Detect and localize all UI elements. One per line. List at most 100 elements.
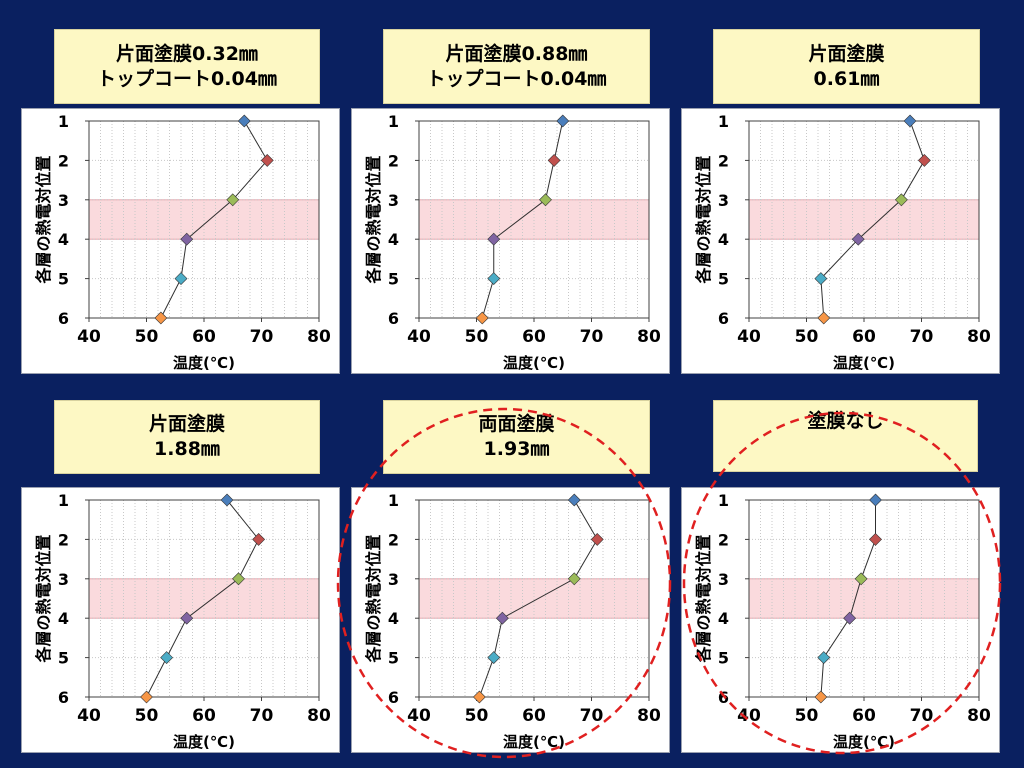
chart-label-line: 両面塗膜 xyxy=(478,413,555,435)
chart-1: 40 50 60 70 80 1 2 3 4 5 6 温度(℃) 各層の熱電対位置 xyxy=(34,112,331,372)
data-point-marker xyxy=(252,532,266,546)
y-tick-label: 1 xyxy=(58,491,69,510)
y-axis-title: 各層の熱電対位置 xyxy=(694,155,713,284)
y-tick-label: 3 xyxy=(58,570,69,589)
data-point-marker xyxy=(237,114,251,128)
y-tick-label: 1 xyxy=(388,112,399,131)
y-tick-label: 5 xyxy=(58,649,69,668)
chart-label-4: 片面塗膜 1.88㎜ xyxy=(54,400,320,474)
chart-4: 40 50 60 70 80 1 2 3 4 5 6 温度(℃) 各層の熱電対位置 xyxy=(34,491,331,751)
x-tick-label: 80 xyxy=(967,327,991,347)
y-tick-label: 2 xyxy=(718,530,729,549)
y-tick-label: 4 xyxy=(388,230,399,249)
data-point-marker xyxy=(140,690,153,704)
x-axis-title: 温度(℃) xyxy=(173,733,235,751)
series-line xyxy=(160,120,268,319)
data-point-marker xyxy=(894,193,908,207)
chart-label-line: 0.61㎜ xyxy=(813,67,880,90)
y-tick-label: 2 xyxy=(58,151,69,170)
chart-label-line: 1.88㎜ xyxy=(154,438,220,460)
data-point-marker xyxy=(903,114,917,128)
y-tick-label: 6 xyxy=(388,688,399,707)
data-point-marker xyxy=(539,193,552,207)
x-tick-label: 70 xyxy=(250,327,274,347)
x-axis-title: 温度(℃) xyxy=(833,354,895,372)
y-tick-label: 5 xyxy=(718,270,729,289)
x-tick-label: 70 xyxy=(580,706,604,726)
chart-2: 40 50 60 70 80 1 2 3 4 5 6 温度(℃) 各層の熱電対位置 xyxy=(364,112,661,372)
chart-label-line: 片面塗膜 xyxy=(808,42,885,65)
chart-panel-4: 40 50 60 70 80 1 2 3 4 5 6 温度(℃) 各層の熱電対位置 xyxy=(21,487,340,753)
data-point-marker xyxy=(814,690,828,704)
series-line xyxy=(820,120,925,319)
x-tick-label: 70 xyxy=(250,706,274,726)
x-tick-label: 80 xyxy=(637,706,661,726)
y-tick-label: 4 xyxy=(58,609,69,628)
chart-label-line: 塗膜なし xyxy=(807,410,884,432)
y-axis-title: 各層の熱電対位置 xyxy=(694,534,713,663)
data-point-marker xyxy=(487,272,501,286)
y-tick-label: 6 xyxy=(58,688,69,707)
data-point-marker xyxy=(487,232,501,246)
chart-label-1: 片面塗膜0.32㎜ トップコート0.04㎜ xyxy=(54,29,320,104)
y-tick-label: 1 xyxy=(388,491,399,510)
series-line xyxy=(481,120,564,319)
y-tick-label: 5 xyxy=(718,649,729,668)
data-point-marker xyxy=(814,272,828,286)
y-axis-title: 各層の熱電対位置 xyxy=(34,155,53,284)
x-tick-label: 40 xyxy=(737,706,761,726)
chart-3: 40 50 60 70 80 1 2 3 4 5 6 温度(℃) 各層の熱電対位置 xyxy=(694,112,991,372)
data-point-marker xyxy=(547,153,561,167)
chart-label-line: トップコート0.04㎜ xyxy=(97,67,277,90)
chart-label-6: 塗膜なし xyxy=(713,400,978,472)
x-tick-label: 50 xyxy=(135,706,159,726)
x-tick-label: 60 xyxy=(852,327,876,347)
x-tick-label: 60 xyxy=(852,706,876,726)
y-tick-label: 2 xyxy=(718,151,729,170)
chart-panel-5: 40 50 60 70 80 1 2 3 4 5 6 温度(℃) 各層の熱電対位置 xyxy=(351,487,670,753)
x-tick-label: 80 xyxy=(307,706,331,726)
x-tick-label: 40 xyxy=(77,706,101,726)
chart-6: 40 50 60 70 80 1 2 3 4 5 6 温度(℃) 各層の熱電対位置 xyxy=(694,491,991,751)
data-point-marker xyxy=(154,311,168,325)
y-tick-label: 2 xyxy=(58,530,69,549)
data-point-marker xyxy=(160,651,174,665)
chart-label-line: 1.93㎜ xyxy=(483,438,550,460)
x-tick-label: 60 xyxy=(192,706,216,726)
y-tick-label: 4 xyxy=(718,230,729,249)
data-point-marker xyxy=(220,493,234,507)
y-tick-label: 6 xyxy=(388,309,399,328)
y-tick-label: 4 xyxy=(388,609,399,628)
data-point-marker xyxy=(487,651,501,665)
y-axis-title: 各層の熱電対位置 xyxy=(364,155,383,284)
data-point-marker xyxy=(869,493,882,507)
data-point-marker xyxy=(232,572,245,586)
x-tick-label: 40 xyxy=(77,327,101,347)
data-point-marker xyxy=(851,232,865,246)
chart-label-3: 片面塗膜 0.61㎜ xyxy=(713,29,980,104)
x-tick-label: 50 xyxy=(465,706,489,726)
chart-label-line: 片面塗膜 xyxy=(148,413,225,435)
data-point-marker xyxy=(180,611,194,625)
chart-label-2: 片面塗膜0.88㎜ トップコート0.04㎜ xyxy=(383,29,650,104)
x-tick-label: 40 xyxy=(407,327,431,347)
y-tick-label: 3 xyxy=(58,191,69,210)
data-point-marker xyxy=(180,232,194,246)
x-tick-label: 70 xyxy=(910,327,934,347)
data-point-marker xyxy=(174,272,188,286)
y-axis-title: 各層の熱電対位置 xyxy=(34,534,53,663)
y-tick-label: 5 xyxy=(388,649,399,668)
y-tick-label: 2 xyxy=(388,530,399,549)
y-tick-label: 3 xyxy=(718,191,729,210)
data-point-marker xyxy=(869,532,882,546)
chart-panel-3: 40 50 60 70 80 1 2 3 4 5 6 温度(℃) 各層の熱電対位置 xyxy=(681,108,1000,374)
x-tick-label: 50 xyxy=(135,327,159,347)
x-tick-label: 80 xyxy=(967,706,991,726)
y-tick-label: 5 xyxy=(388,270,399,289)
y-tick-label: 4 xyxy=(718,609,729,628)
y-tick-label: 3 xyxy=(388,570,399,589)
chart-label-line: 片面塗膜0.32㎜ xyxy=(116,42,258,65)
x-tick-label: 40 xyxy=(407,706,431,726)
data-point-marker xyxy=(567,493,581,507)
chart-label-line: 片面塗膜0.88㎜ xyxy=(445,42,588,65)
